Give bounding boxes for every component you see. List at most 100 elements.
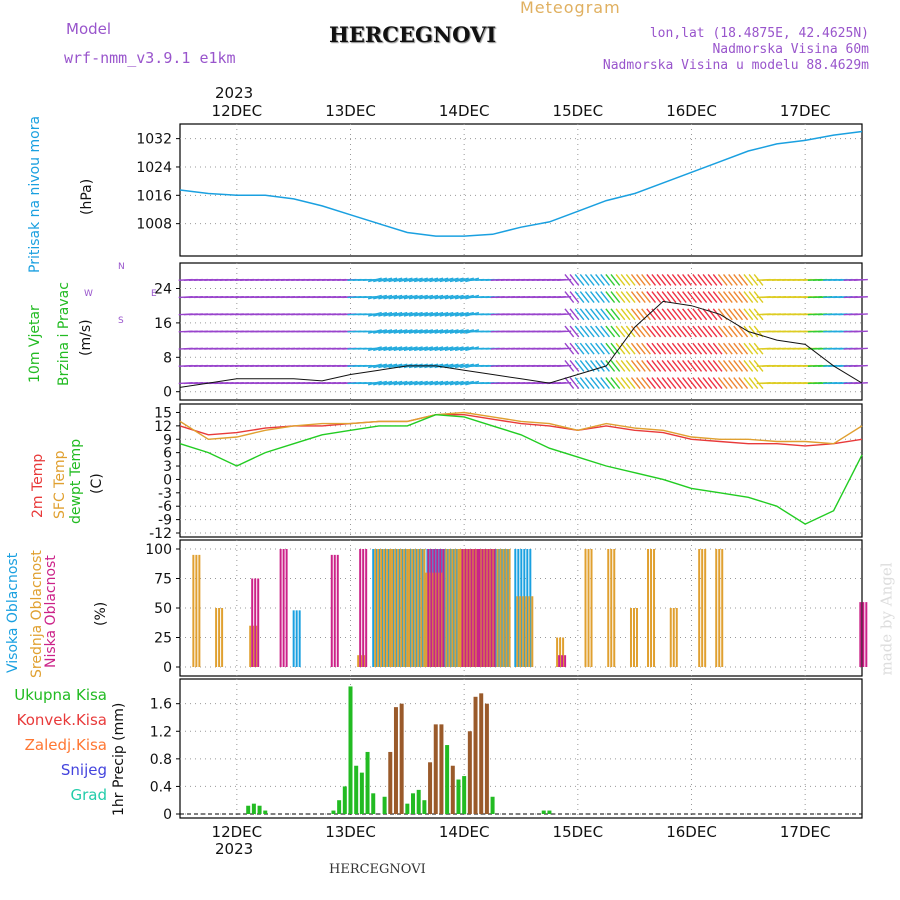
wind-speed-line (179, 300, 863, 388)
wind-barb (610, 377, 621, 390)
wind-barb (738, 273, 749, 286)
wind-barb (454, 346, 469, 352)
wind-barb (424, 329, 439, 334)
wind-ylabel-a: 10m Vjetar (27, 305, 43, 383)
wind-barb (625, 359, 636, 372)
wind-barb (595, 342, 605, 355)
wind-barb (454, 363, 469, 369)
wind-barb (717, 377, 728, 390)
wind-barb (460, 329, 474, 334)
wind-barb (398, 380, 413, 386)
wind-barb (682, 342, 692, 355)
wind-barb (584, 325, 595, 338)
wind-barb (748, 273, 759, 286)
wind-barb (589, 308, 600, 321)
x-tick-top: 14DEC (439, 102, 490, 120)
wind-barb (600, 342, 611, 355)
wind-barb (444, 363, 459, 369)
wind-barb (630, 291, 641, 304)
wind-barb (569, 325, 580, 338)
wind-barb (398, 346, 413, 352)
wind-barb (454, 294, 469, 300)
wind-barb (378, 363, 393, 369)
wind-barb (712, 273, 723, 286)
wind-barb (424, 346, 439, 352)
wind-barb (692, 273, 703, 286)
wind-barb (676, 273, 687, 286)
wind-barb (717, 359, 728, 372)
wind-barb (449, 277, 464, 283)
precip-bar (467, 731, 472, 814)
wind-barb (388, 277, 403, 283)
precip-bar (416, 789, 421, 814)
wind-barb (419, 311, 434, 317)
wind-barb (569, 273, 580, 286)
wind-barb (666, 291, 677, 304)
wind-barb (460, 346, 474, 352)
wind-barb (414, 380, 428, 386)
wind-barb (589, 325, 600, 338)
y-tick-label-1: 8 (163, 350, 172, 366)
wind-barb (717, 325, 728, 338)
wind-barb (393, 363, 408, 369)
wind-barb (439, 346, 454, 352)
wind-barb (449, 294, 464, 300)
wind-barb (692, 359, 703, 372)
wind-barb (439, 380, 454, 386)
wind-barb (605, 308, 616, 321)
wind-barb (853, 296, 868, 299)
wind-barb (682, 308, 692, 321)
wind-barb (666, 342, 677, 355)
wind-barb (388, 346, 403, 352)
wind-barb (743, 273, 754, 286)
precip-bar (331, 810, 336, 814)
wind-barb (630, 342, 641, 355)
wind-barb (666, 308, 677, 321)
y-tick-label-4: 0.4 (150, 779, 172, 795)
panel-frame-2 (179, 403, 863, 538)
wind-barb (569, 291, 580, 304)
y-tick-label-4: 0.8 (150, 752, 172, 768)
wind-barb (671, 273, 682, 286)
wind-barb (434, 311, 449, 317)
wind-barb (620, 291, 631, 304)
wind-barb (722, 359, 733, 372)
wind-barb (419, 329, 434, 334)
precip-total-label: Ukupna Kisa (14, 686, 107, 704)
wind-barb (605, 291, 616, 304)
y-tick-label-4: 1.6 (150, 697, 172, 713)
wind-barb (656, 342, 667, 355)
wind-barb (728, 359, 738, 372)
wind-barb (574, 342, 585, 355)
wind-barb (564, 377, 575, 390)
wind-barb (641, 291, 651, 304)
y-tick-label-0: 1032 (136, 132, 172, 148)
wind-barb (738, 308, 749, 321)
wind-barb (373, 380, 388, 386)
wind-barb (610, 291, 621, 304)
wind-barb (630, 308, 641, 321)
wind-barb (449, 346, 464, 352)
wind-barb (579, 342, 590, 355)
wind-barb (692, 342, 703, 355)
wind-barb (853, 313, 868, 316)
wind-barb (424, 380, 439, 386)
wind-barb (419, 277, 434, 283)
wind-barb (636, 377, 646, 390)
wind-barb (373, 329, 388, 334)
wind-barb (748, 325, 759, 338)
wind-barb (564, 325, 575, 338)
wind-barb (707, 308, 718, 321)
wind-barb (738, 377, 749, 390)
wind-barb (702, 308, 713, 321)
wind-barb (424, 311, 439, 317)
credit-watermark: made by Angel (877, 562, 896, 676)
wind-barb (651, 291, 662, 304)
wind-barb (424, 294, 439, 300)
wind-barb (414, 311, 428, 317)
wind-barb (574, 377, 585, 390)
wind-barb (378, 311, 393, 317)
wind-barb (434, 277, 449, 283)
wind-barb (398, 329, 413, 334)
x-tick-top: 15DEC (553, 102, 604, 120)
